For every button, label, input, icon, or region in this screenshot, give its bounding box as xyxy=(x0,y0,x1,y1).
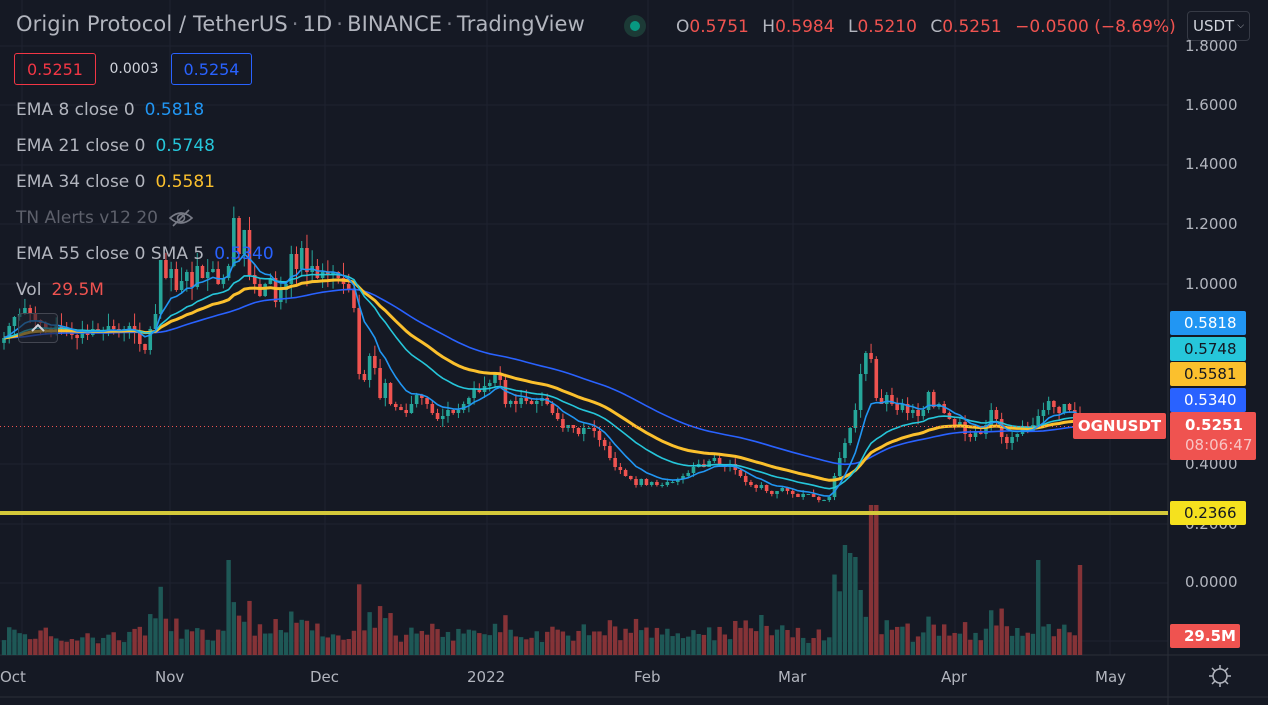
price-tick: 1.6000 xyxy=(1185,96,1238,114)
low-value: 0.5210 xyxy=(857,17,917,37)
legend-ema-34[interactable]: EMA 34 close 0 0.5581 xyxy=(16,172,215,192)
indicator-value: 0.5818 xyxy=(144,100,205,120)
legend-volume[interactable]: Vol 29.5M xyxy=(16,280,104,300)
eye-hidden-icon[interactable] xyxy=(168,208,194,228)
low-label: L xyxy=(847,17,858,37)
source: TradingView xyxy=(456,12,585,36)
symbol-tag: OGNUSDT xyxy=(1073,413,1166,439)
price-tick: 1.2000 xyxy=(1185,215,1238,233)
indicator-name: EMA 55 close 0 SMA 5 xyxy=(16,244,205,264)
indicator-value: 29.5M xyxy=(51,280,104,300)
ema-55-price-tag: 0.5340 xyxy=(1170,388,1246,412)
open-value: 0.5751 xyxy=(689,17,749,37)
chevron-up-icon xyxy=(31,323,45,332)
market-status-icon xyxy=(624,15,646,37)
time-tick: Nov xyxy=(155,668,185,686)
time-tick: Oct xyxy=(0,668,26,686)
indicator-name: TN Alerts v12 20 xyxy=(16,208,158,228)
time-tick: 2022 xyxy=(467,668,506,686)
high-label: H xyxy=(762,17,776,37)
time-tick: May xyxy=(1095,668,1127,686)
indicator-value: 0.5340 xyxy=(214,244,274,264)
indicator-name: EMA 8 close 0 xyxy=(16,100,135,120)
ohlc-values: O0.5751 H0.5984 L0.5210 C0.5251 −0.0500 … xyxy=(676,17,1184,37)
close-value: 0.5251 xyxy=(942,17,1002,37)
sell-price-button[interactable]: 0.5251 xyxy=(14,53,96,85)
indicator-name: EMA 21 close 0 xyxy=(16,136,146,156)
chart-title: Origin Protocol / TetherUS · 1D · BINANCE · Tr… xyxy=(16,12,585,36)
legend-ema-21[interactable]: EMA 21 close 0 0.5748 xyxy=(16,136,215,156)
legend-ema-55[interactable]: EMA 55 close 0 SMA 5 0.5340 xyxy=(16,244,274,264)
change-value: −0.0500 (−8.69%) xyxy=(1015,17,1176,37)
interval[interactable]: 1D xyxy=(302,12,333,36)
time-tick: Feb xyxy=(634,668,661,686)
time-tick: Dec xyxy=(310,668,340,686)
price-tick: 0.0000 xyxy=(1185,573,1238,591)
collapse-legend-button[interactable] xyxy=(18,313,58,343)
last-price-tag: 0.5251 08:06:47 xyxy=(1170,412,1256,460)
ema-21-price-tag: 0.5748 xyxy=(1170,337,1246,361)
ema-34-price-tag: 0.5581 xyxy=(1170,362,1246,386)
bar-countdown: 08:06:47 xyxy=(1185,436,1253,454)
chevron-down-icon: ⌵ xyxy=(1237,21,1245,31)
indicator-name: Vol xyxy=(16,280,42,300)
currency-dropdown[interactable]: USDT ⌵ xyxy=(1187,11,1250,41)
indicator-value: 0.5581 xyxy=(155,172,215,192)
ema-8-price-tag: 0.5818 xyxy=(1170,311,1246,335)
time-tick: Mar xyxy=(778,668,807,686)
symbol-name[interactable]: Origin Protocol / TetherUS xyxy=(16,12,288,36)
open-label: O xyxy=(676,17,690,37)
exchange: BINANCE xyxy=(347,12,443,36)
legend-tn-alerts[interactable]: TN Alerts v12 20 xyxy=(16,208,194,228)
last-price: 0.5251 xyxy=(1185,416,1243,434)
settings-gear-icon[interactable] xyxy=(1208,664,1232,688)
spread-value: 0.0003 xyxy=(109,61,159,77)
currency-label: USDT xyxy=(1192,17,1235,35)
horizontal-line-tag[interactable]: 0.2366 xyxy=(1170,501,1246,525)
price-tick: 1.0000 xyxy=(1185,275,1238,293)
indicator-name: EMA 34 close 0 xyxy=(16,172,146,192)
volume-tag: 29.5M xyxy=(1170,624,1240,648)
legend-ema-8[interactable]: EMA 8 close 0 0.5818 xyxy=(16,100,204,120)
price-tick: 1.4000 xyxy=(1185,155,1238,173)
close-label: C xyxy=(930,17,943,37)
price-tick: 1.8000 xyxy=(1185,37,1238,55)
buy-price-button[interactable]: 0.5254 xyxy=(171,53,252,85)
time-tick: Apr xyxy=(941,668,967,686)
indicator-value: 0.5748 xyxy=(155,136,215,156)
high-value: 0.5984 xyxy=(775,17,835,37)
